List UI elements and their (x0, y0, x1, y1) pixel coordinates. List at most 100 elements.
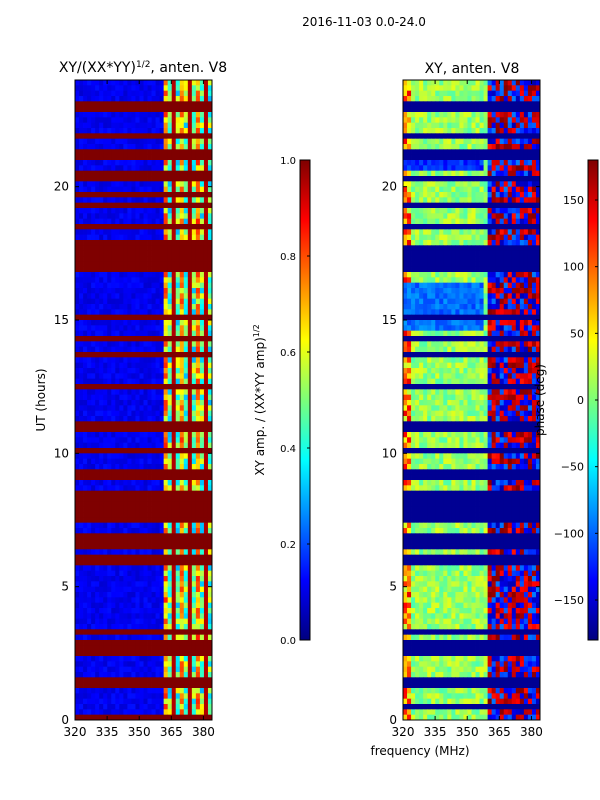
heatmap-cell (171, 410, 177, 417)
heatmap-cell (139, 106, 144, 113)
heatmap-cell (535, 160, 541, 166)
heatmap-cell (91, 666, 96, 673)
heatmap-cell (147, 197, 152, 204)
heatmap-cell (155, 378, 161, 385)
heatmap-cell (523, 154, 529, 161)
heatmap-cell (143, 650, 148, 657)
heatmap-cell (123, 410, 128, 417)
heatmap-cell (91, 261, 96, 268)
heatmap-cell (171, 272, 177, 278)
heatmap-cell (123, 368, 128, 374)
heatmap-cell (207, 645, 213, 652)
heatmap-cell (147, 480, 152, 486)
heatmap-cell (427, 144, 432, 150)
heatmap-cell (179, 709, 185, 716)
heatmap-cell (151, 90, 156, 97)
heatmap-cell (199, 613, 205, 620)
heatmap-cell (463, 176, 468, 182)
heatmap-cell (95, 176, 100, 182)
heatmap-cell (107, 304, 112, 310)
heatmap-cell (127, 112, 132, 118)
heatmap-cell (135, 282, 140, 289)
heatmap-cell (203, 181, 209, 188)
heatmap-cell (495, 208, 501, 214)
heatmap-cell (87, 85, 92, 92)
heatmap-cell (431, 96, 436, 102)
heatmap-cell (207, 586, 213, 593)
heatmap-cell (79, 117, 84, 124)
heatmap-cell (171, 202, 177, 209)
heatmap-cell (95, 325, 100, 332)
heatmap-cell (175, 645, 181, 652)
heatmap-cell (171, 560, 177, 566)
heatmap-cell (515, 101, 521, 108)
heatmap-cell (175, 106, 181, 113)
heatmap-cell (427, 160, 432, 166)
heatmap-cell (407, 186, 412, 193)
heatmap-cell (111, 565, 116, 572)
heatmap-cell (127, 624, 132, 630)
heatmap-cell (207, 629, 213, 636)
heatmap-cell (131, 277, 136, 284)
heatmap-cell (79, 506, 84, 513)
heatmap-cell (139, 650, 144, 657)
heatmap-cell (535, 192, 541, 198)
heatmap-cell (159, 341, 165, 348)
heatmap-cell (435, 165, 440, 172)
heatmap-cell (199, 490, 205, 497)
heatmap-cell (159, 714, 165, 721)
heatmap-cell (75, 474, 80, 481)
heatmap-cell (495, 117, 501, 124)
heatmap-cell (103, 666, 108, 673)
heatmap-cell (487, 181, 493, 188)
heatmap-cell (115, 570, 120, 577)
heatmap-cell (159, 490, 165, 497)
heatmap-cell (167, 320, 173, 326)
heatmap-cell (163, 693, 169, 700)
heatmap-cell (163, 256, 169, 262)
heatmap-cell (171, 320, 177, 326)
heatmap-cell (171, 432, 177, 438)
heatmap-cell (159, 464, 165, 470)
heatmap-cell (487, 192, 493, 198)
heatmap-cell (127, 176, 132, 182)
heatmap-cell (187, 645, 193, 652)
heatmap-cell (199, 629, 205, 636)
heatmap-cell (155, 432, 161, 438)
heatmap-cell (151, 469, 156, 476)
heatmap-cell (167, 378, 173, 385)
heatmap-cell (203, 448, 209, 454)
heatmap-cell (131, 368, 136, 374)
heatmap-cell (87, 512, 92, 518)
heatmap-cell (447, 192, 452, 198)
heatmap-cell (491, 90, 497, 97)
heatmap-cell (139, 426, 144, 433)
heatmap-cell (459, 96, 464, 102)
heatmap-cell (111, 634, 116, 641)
heatmap-cell (79, 394, 84, 401)
heatmap-cell (523, 181, 529, 188)
heatmap-cell (107, 256, 112, 262)
heatmap-cell (135, 693, 140, 700)
heatmap-cell (431, 112, 436, 118)
heatmap-cell (167, 160, 173, 166)
heatmap-cell (463, 202, 468, 209)
heatmap-cell (511, 101, 517, 108)
heatmap-cell (515, 144, 521, 150)
heatmap-cell (91, 117, 96, 124)
heatmap-cell (143, 442, 148, 449)
heatmap-cell (155, 458, 161, 465)
heatmap-cell (503, 160, 509, 166)
heatmap-cell (75, 256, 80, 262)
heatmap-cell (119, 378, 124, 385)
heatmap-cell (75, 213, 80, 220)
heatmap-cell (135, 181, 140, 188)
heatmap-cell (87, 133, 92, 140)
heatmap-cell (179, 645, 185, 652)
heatmap-cell (203, 202, 209, 209)
heatmap-cell (143, 309, 148, 316)
heatmap-cell (107, 698, 112, 705)
heatmap-cell (111, 650, 116, 657)
heatmap-cell (191, 549, 197, 556)
heatmap-cell (135, 629, 140, 636)
